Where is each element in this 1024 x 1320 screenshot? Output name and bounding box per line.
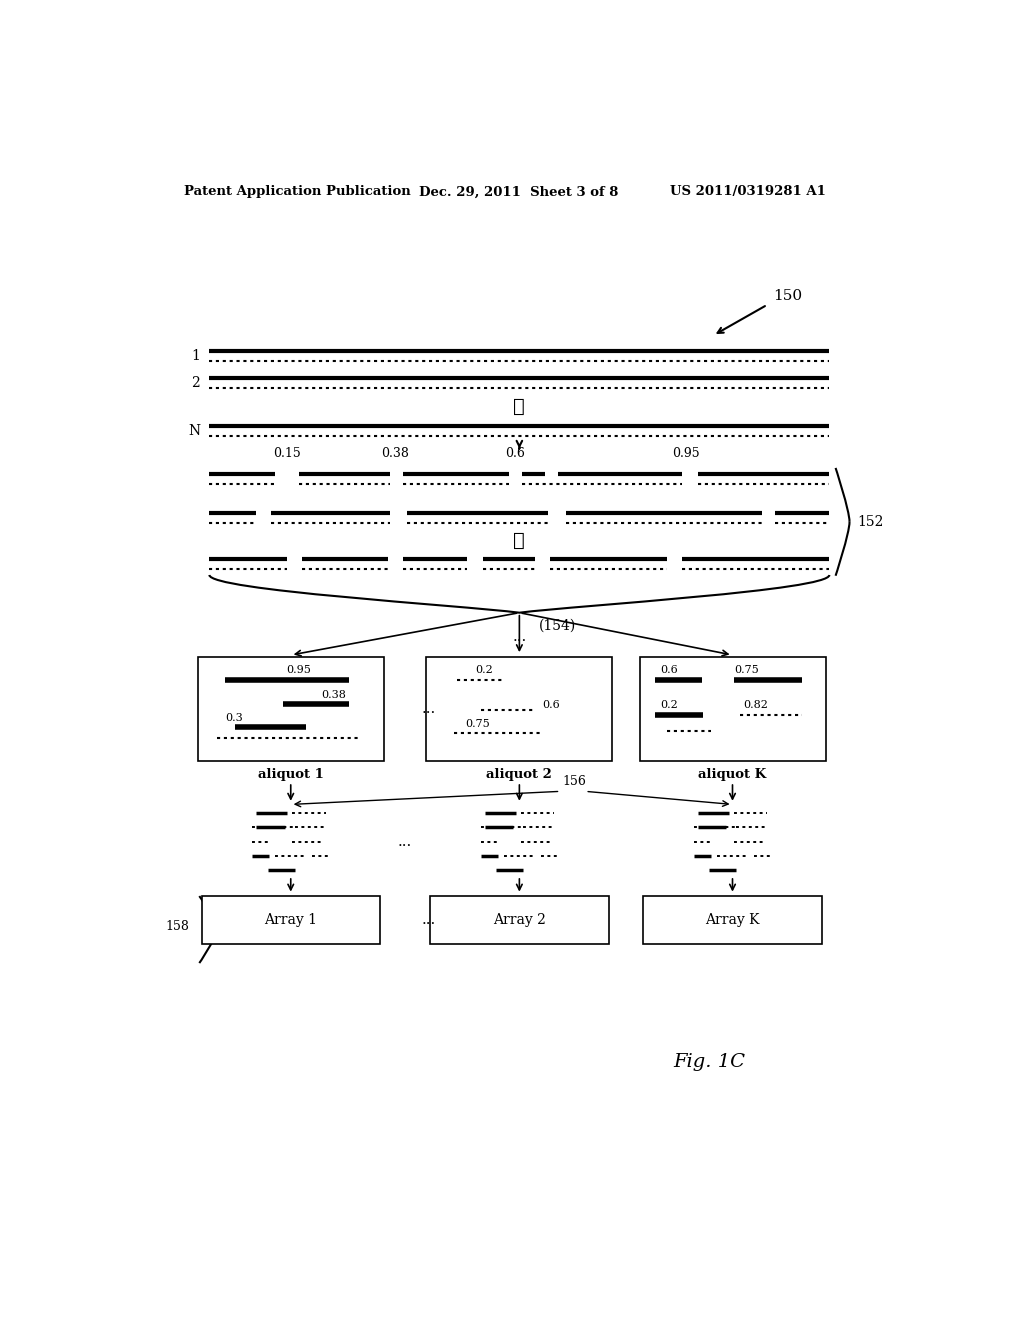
- Text: Array 2: Array 2: [493, 913, 546, 927]
- Text: ...: ...: [512, 631, 526, 644]
- Text: 0.2: 0.2: [475, 665, 494, 675]
- Text: Fig. 1C: Fig. 1C: [673, 1053, 745, 1071]
- Text: 158: 158: [165, 920, 189, 933]
- Text: Array 1: Array 1: [264, 913, 317, 927]
- Text: 0.82: 0.82: [743, 700, 768, 710]
- Text: Patent Application Publication: Patent Application Publication: [183, 185, 411, 198]
- Text: aliquot 2: aliquot 2: [486, 768, 552, 781]
- FancyBboxPatch shape: [640, 657, 825, 760]
- Text: 152: 152: [857, 515, 884, 529]
- Text: 0.38: 0.38: [381, 447, 410, 461]
- Text: 0.95: 0.95: [672, 447, 699, 461]
- FancyBboxPatch shape: [426, 657, 612, 760]
- Text: 0.2: 0.2: [660, 700, 678, 710]
- Text: ...: ...: [421, 913, 435, 927]
- Text: US 2011/0319281 A1: US 2011/0319281 A1: [671, 185, 826, 198]
- Text: Array K: Array K: [706, 913, 760, 927]
- Text: 0.75: 0.75: [465, 719, 489, 729]
- Text: N: N: [188, 424, 200, 438]
- FancyBboxPatch shape: [202, 896, 380, 944]
- Text: 0.75: 0.75: [734, 665, 759, 675]
- Text: ⋮: ⋮: [513, 532, 525, 549]
- Text: 0.3: 0.3: [225, 713, 243, 723]
- Text: 156: 156: [562, 775, 586, 788]
- Text: aliquot 1: aliquot 1: [258, 768, 324, 781]
- Text: 0.38: 0.38: [322, 689, 346, 700]
- Text: aliquot K: aliquot K: [698, 768, 767, 781]
- Text: ...: ...: [421, 702, 435, 715]
- Text: 150: 150: [773, 289, 802, 304]
- Text: 0.15: 0.15: [273, 447, 301, 461]
- Text: ...: ...: [398, 836, 413, 849]
- FancyBboxPatch shape: [643, 896, 821, 944]
- Text: ⋮: ⋮: [513, 399, 525, 416]
- Text: 0.6: 0.6: [660, 665, 678, 675]
- Text: Dec. 29, 2011  Sheet 3 of 8: Dec. 29, 2011 Sheet 3 of 8: [419, 185, 618, 198]
- Text: 0.6: 0.6: [543, 700, 560, 710]
- FancyBboxPatch shape: [198, 657, 384, 760]
- Text: (154): (154): [539, 619, 575, 632]
- FancyBboxPatch shape: [430, 896, 608, 944]
- Text: 2: 2: [191, 376, 200, 389]
- Text: 1: 1: [191, 348, 200, 363]
- Text: 0.6: 0.6: [506, 447, 525, 461]
- Text: 0.95: 0.95: [286, 665, 311, 675]
